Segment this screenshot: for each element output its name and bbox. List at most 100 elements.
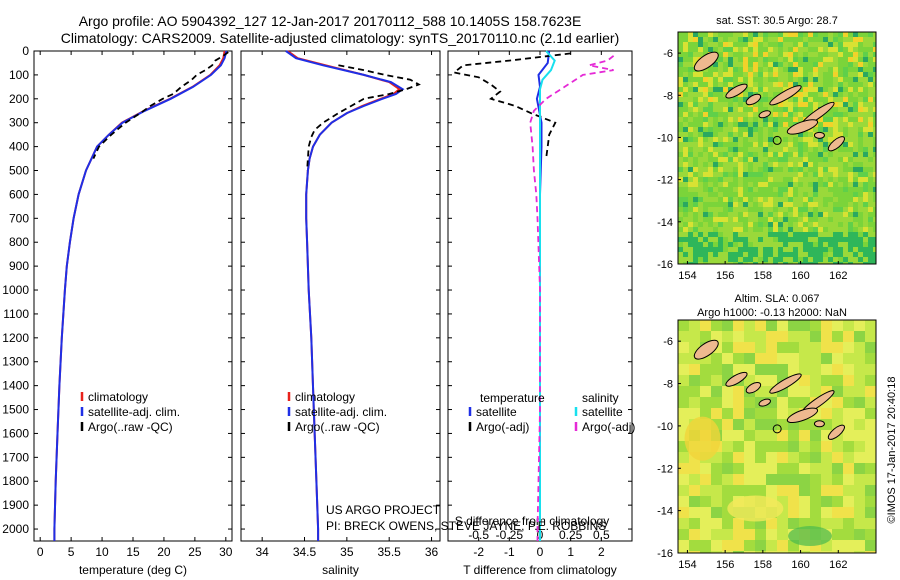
- heatmap-cell: [808, 127, 813, 132]
- heatmap-cell: [788, 167, 793, 172]
- heatmap-cell: [783, 177, 788, 182]
- heatmap-cell: [873, 142, 876, 147]
- heatmap-cell: [848, 207, 853, 212]
- heatmap-cell: [808, 262, 813, 264]
- heatmap-cell: [678, 242, 683, 247]
- heatmap-cell: [758, 232, 763, 237]
- heatmap-cell: [863, 207, 868, 212]
- heatmap-cell: [763, 232, 768, 237]
- heatmap-cell: [778, 127, 783, 132]
- heatmap-cell: [728, 232, 733, 237]
- heatmap-cell: [763, 172, 768, 177]
- heatmap-cell: [818, 192, 823, 197]
- heatmap-cell: [843, 72, 848, 77]
- heatmap-cell: [863, 242, 868, 247]
- heatmap-cell: [818, 117, 823, 122]
- heatmap-cell: [778, 157, 783, 162]
- heatmap-cell: [778, 82, 783, 87]
- heatmap-cell: [688, 187, 693, 192]
- heatmap-cell: [708, 122, 713, 127]
- heatmap-cell: [773, 262, 778, 264]
- heatmap-cell: [748, 187, 753, 192]
- heatmap-cell: [858, 232, 863, 237]
- map-title: Altim. SLA: 0.067: [735, 293, 820, 305]
- heatmap-cell: [733, 172, 738, 177]
- heatmap-cell: [818, 52, 823, 57]
- heatmap-cell: [854, 485, 865, 496]
- heatmap-cell: [865, 397, 876, 408]
- heatmap-cell: [713, 177, 718, 182]
- island: [758, 398, 771, 407]
- heatmap-cell: [838, 147, 843, 152]
- heatmap-cell: [718, 197, 723, 202]
- heatmap-cell: [858, 172, 863, 177]
- heatmap-cell: [683, 112, 688, 117]
- heatmap-cell: [853, 257, 858, 262]
- heatmap-cell: [753, 52, 758, 57]
- heatmap-cell: [744, 320, 755, 331]
- heatmap-cell: [768, 67, 773, 72]
- heatmap-cell: [823, 67, 828, 72]
- heatmap-cell: [833, 252, 838, 257]
- heatmap-cell: [863, 117, 868, 122]
- heatmap-cell: [863, 127, 868, 132]
- heatmap-cell: [865, 529, 876, 540]
- heatmap-cell: [863, 177, 868, 182]
- legend-entry: Argo(..raw -QC): [88, 420, 173, 434]
- heatmap-cell: [821, 342, 832, 353]
- heatmap-cell: [748, 172, 753, 177]
- heatmap-cell: [848, 142, 853, 147]
- heatmap-cell: [788, 147, 793, 152]
- heatmap-cell: [808, 152, 813, 157]
- heatmap-cell: [728, 52, 733, 57]
- heatmap-cell: [744, 452, 755, 463]
- heatmap-cell: [678, 397, 689, 408]
- heatmap-cell: [799, 386, 810, 397]
- x-tick-label: 160: [791, 559, 809, 571]
- heatmap-cell: [753, 127, 758, 132]
- heatmap-cell: [700, 507, 711, 518]
- heatmap-cell: [863, 47, 868, 52]
- heatmap-cell: [783, 202, 788, 207]
- heatmap-cell: [678, 162, 683, 167]
- heatmap-cell: [698, 32, 703, 37]
- heatmap-cell: [821, 320, 832, 331]
- heatmap-cell: [693, 107, 698, 112]
- heatmap-cell: [678, 452, 689, 463]
- heatmap-cell: [744, 474, 755, 485]
- heatmap-cell: [733, 320, 744, 331]
- heatmap-cell: [678, 222, 683, 227]
- heatmap-cell: [788, 37, 793, 42]
- heatmap-cell: [683, 82, 688, 87]
- heatmap-cell: [753, 187, 758, 192]
- heatmap-cell: [743, 172, 748, 177]
- heatmap-cell: [744, 419, 755, 430]
- heatmap-cell: [758, 47, 763, 52]
- heatmap-cell: [743, 197, 748, 202]
- heatmap-cell: [728, 252, 733, 257]
- heatmap-cell: [744, 353, 755, 364]
- heatmap-cell: [753, 67, 758, 72]
- heatmap-cell: [843, 375, 854, 386]
- heatmap-cell: [743, 57, 748, 62]
- heatmap-cell: [718, 37, 723, 42]
- heatmap-cell: [865, 507, 876, 518]
- heatmap-cell: [810, 474, 821, 485]
- heatmap-cell: [854, 430, 865, 441]
- heatmap-cell: [858, 192, 863, 197]
- heatmap-cell: [803, 47, 808, 52]
- heatmap-cell: [700, 397, 711, 408]
- heatmap-cell: [748, 212, 753, 217]
- y-tick-label: 500: [9, 164, 29, 178]
- heatmap-cell: [722, 452, 733, 463]
- heatmap-cell: [768, 92, 773, 97]
- heatmap-cell: [813, 77, 818, 82]
- heatmap-cell: [848, 127, 853, 132]
- heatmap-cell: [698, 177, 703, 182]
- heatmap-cell: [833, 247, 838, 252]
- heatmap-cell: [843, 441, 854, 452]
- heatmap-cell: [808, 77, 813, 82]
- heatmap-cell: [865, 419, 876, 430]
- heatmap-cell: [818, 227, 823, 232]
- heatmap-cell: [758, 177, 763, 182]
